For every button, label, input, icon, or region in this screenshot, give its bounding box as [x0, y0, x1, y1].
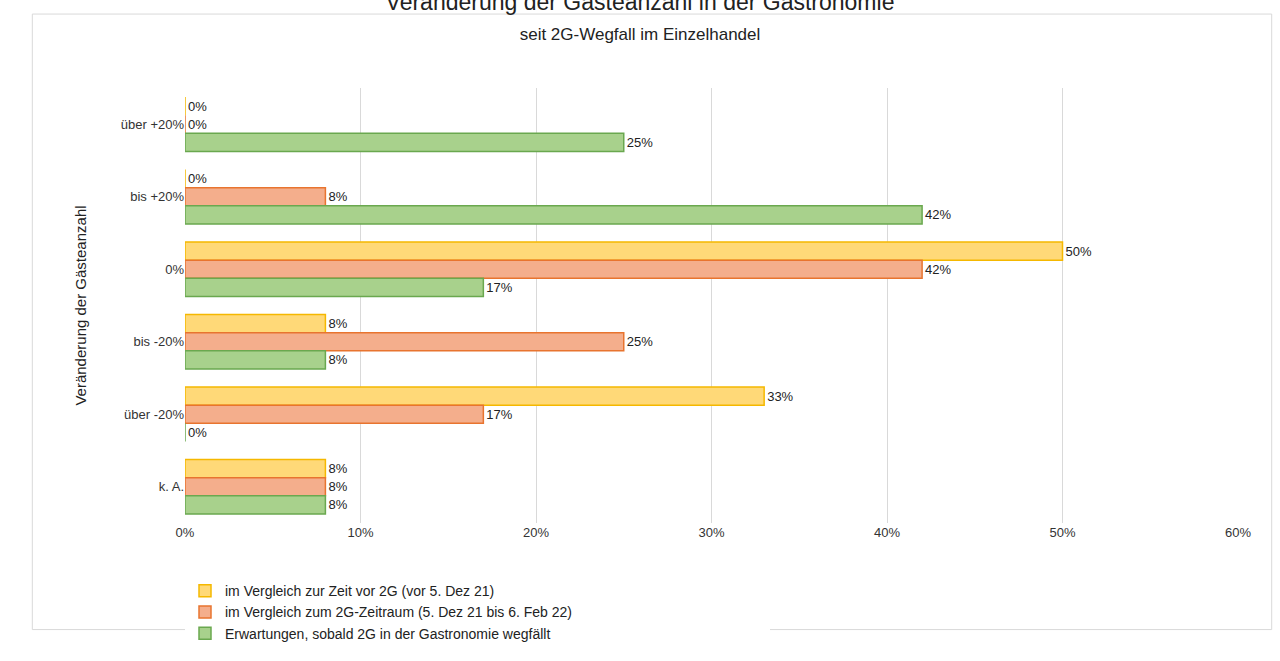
svg-text:bis +20%: bis +20% [130, 189, 184, 204]
svg-text:20%: 20% [523, 525, 549, 540]
svg-text:bis -20%: bis -20% [133, 334, 184, 349]
svg-text:Erwartungen, sobald 2G in der: Erwartungen, sobald 2G in der Gastronomi… [225, 626, 550, 642]
svg-text:0%: 0% [188, 171, 207, 186]
svg-text:Veränderung der Gästeanzahl: Veränderung der Gästeanzahl [72, 205, 89, 405]
svg-text:17%: 17% [486, 407, 512, 422]
svg-text:über +20%: über +20% [121, 117, 185, 132]
svg-text:30%: 30% [698, 525, 724, 540]
svg-text:50%: 50% [1049, 525, 1075, 540]
svg-text:42%: 42% [925, 262, 951, 277]
svg-text:33%: 33% [767, 389, 793, 404]
svg-text:50%: 50% [1066, 244, 1092, 259]
svg-text:über -20%: über -20% [124, 407, 184, 422]
svg-text:25%: 25% [627, 334, 653, 349]
svg-text:8%: 8% [328, 189, 347, 204]
svg-text:0%: 0% [188, 425, 207, 440]
svg-text:0%: 0% [188, 117, 207, 132]
svg-text:im Vergleich zum 2G-Zeitraum (: im Vergleich zum 2G-Zeitraum (5. Dez 21 … [225, 604, 572, 620]
svg-text:40%: 40% [874, 525, 900, 540]
svg-text:42%: 42% [925, 207, 951, 222]
svg-text:17%: 17% [486, 280, 512, 295]
svg-text:0%: 0% [188, 99, 207, 114]
svg-text:8%: 8% [328, 461, 347, 476]
svg-text:8%: 8% [328, 352, 347, 367]
svg-text:8%: 8% [328, 479, 347, 494]
svg-text:8%: 8% [328, 316, 347, 331]
svg-text:0%: 0% [176, 525, 195, 540]
svg-text:25%: 25% [627, 135, 653, 150]
svg-text:k. A.: k. A. [159, 479, 184, 494]
svg-text:10%: 10% [347, 525, 373, 540]
svg-text:im Vergleich zur Zeit vor 2G (: im Vergleich zur Zeit vor 2G (vor 5. Dez… [225, 583, 494, 599]
svg-text:8%: 8% [328, 497, 347, 512]
svg-text:Veränderung der Gästeanzahl in: Veränderung der Gästeanzahl in der Gastr… [386, 0, 895, 44]
svg-text:0%: 0% [165, 262, 184, 277]
svg-text:60%: 60% [1225, 525, 1251, 540]
